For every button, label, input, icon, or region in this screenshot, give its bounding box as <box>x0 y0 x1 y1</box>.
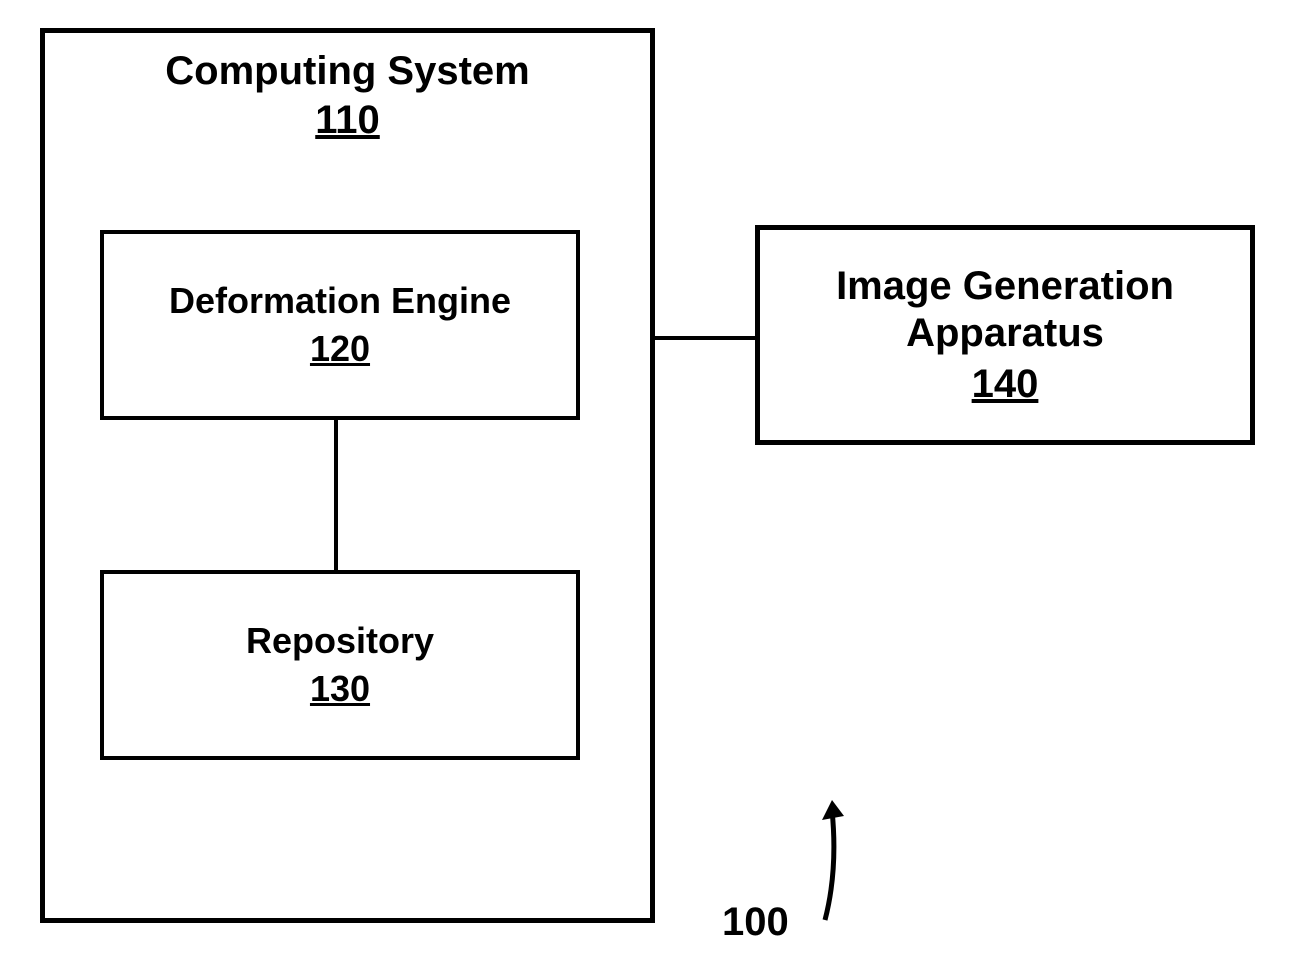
reference-arrow-icon <box>0 0 1305 972</box>
reference-label-100: 100 <box>722 900 789 945</box>
